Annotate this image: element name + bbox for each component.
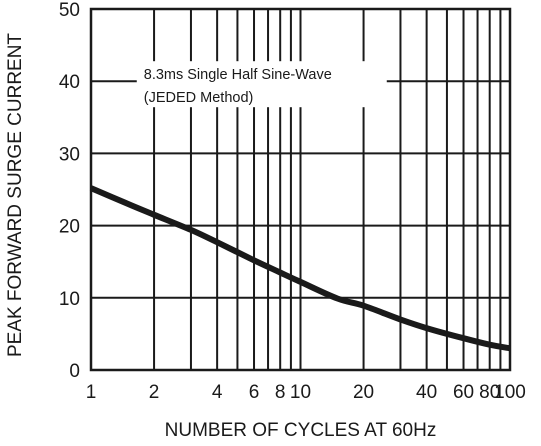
x-tick-label: 2 xyxy=(149,382,160,403)
y-tick-label: 10 xyxy=(59,289,80,310)
x-tick-label: 40 xyxy=(416,382,437,403)
y-tick-label: 20 xyxy=(59,217,80,238)
annotation-background xyxy=(136,61,387,108)
series-layer xyxy=(89,185,511,352)
y-tick-label: 0 xyxy=(69,361,80,382)
x-tick-label: 6 xyxy=(249,382,260,403)
surge-curve xyxy=(89,185,511,352)
x-tick-label: 100 xyxy=(494,382,526,403)
y-tick-label: 40 xyxy=(59,72,80,93)
annotation-line-2: (JEDED Method) xyxy=(144,90,254,106)
x-tick-label: 8 xyxy=(275,382,286,403)
x-axis-label: NUMBER OF CYCLES AT 60Hz xyxy=(165,420,437,441)
annotation-line-1: 8.3ms Single Half Sine-Wave xyxy=(144,67,332,83)
x-tick-label: 1 xyxy=(86,382,97,403)
annotation-box: 8.3ms Single Half Sine-Wave (JEDED Metho… xyxy=(136,61,387,108)
x-tick-label: 80 xyxy=(479,382,500,403)
x-tick-label: 4 xyxy=(212,382,223,403)
x-tick-label: 10 xyxy=(290,382,311,403)
x-tick-label: 20 xyxy=(353,382,374,403)
y-tick-label: 50 xyxy=(59,0,80,21)
x-tick-label: 60 xyxy=(453,382,474,403)
y-tick-label: 30 xyxy=(59,144,80,165)
y-axis-label: PEAK FORWARD SURGE CURRENT xyxy=(5,33,26,357)
